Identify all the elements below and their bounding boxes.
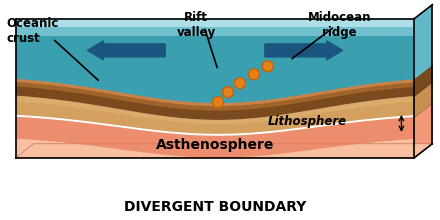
Polygon shape: [16, 79, 414, 106]
Polygon shape: [16, 18, 414, 103]
Polygon shape: [16, 18, 414, 27]
Polygon shape: [16, 117, 414, 158]
Polygon shape: [16, 79, 414, 120]
Text: Asthenosphere: Asthenosphere: [156, 138, 274, 152]
Polygon shape: [16, 18, 414, 37]
Polygon shape: [414, 5, 433, 79]
Polygon shape: [16, 144, 433, 158]
FancyArrow shape: [265, 41, 343, 60]
Polygon shape: [16, 96, 414, 134]
Text: Rift
valley: Rift valley: [176, 11, 216, 39]
FancyArrow shape: [88, 41, 165, 60]
Circle shape: [249, 69, 259, 80]
Text: Midocean
ridge: Midocean ridge: [308, 11, 371, 39]
Text: Oceanic
crust: Oceanic crust: [7, 16, 59, 45]
Polygon shape: [16, 96, 414, 124]
Circle shape: [235, 78, 246, 89]
Polygon shape: [16, 117, 414, 158]
Polygon shape: [16, 79, 414, 111]
Circle shape: [262, 61, 273, 72]
Circle shape: [223, 87, 234, 98]
Polygon shape: [414, 103, 433, 158]
Text: Lithosphere: Lithosphere: [268, 116, 347, 128]
Circle shape: [213, 97, 224, 108]
Polygon shape: [414, 82, 433, 117]
Polygon shape: [414, 65, 433, 96]
Text: DIVERGENT BOUNDARY: DIVERGENT BOUNDARY: [124, 200, 306, 214]
